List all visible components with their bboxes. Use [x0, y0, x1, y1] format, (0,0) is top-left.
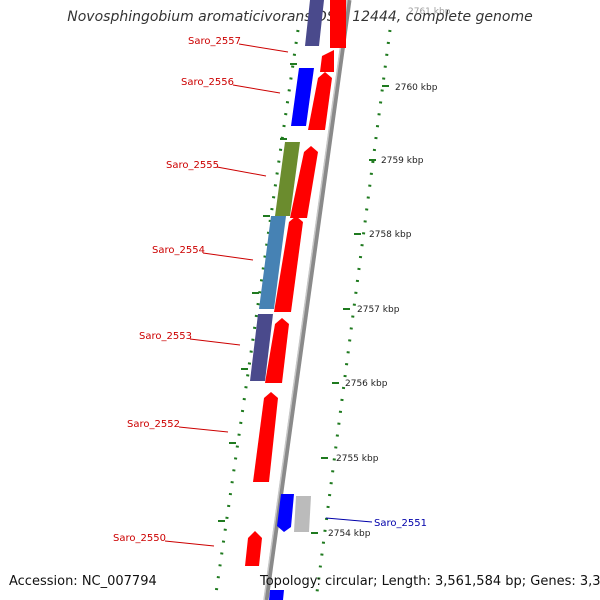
- inner-tick-rail: [213, 29, 300, 600]
- outer-major-ticks: [311, 85, 389, 534]
- tick-label-2755: 2755 kbp: [336, 454, 379, 464]
- gene-bottom-blue[interactable]: [269, 590, 284, 600]
- accession-text: Accession: NC_007794: [9, 574, 157, 589]
- gene-label-saro-2553[interactable]: Saro_2553: [139, 331, 192, 342]
- gene-saro-2553-left[interactable]: [250, 314, 273, 381]
- tick-label-2756: 2756 kbp: [345, 379, 388, 389]
- gene-saro-2554-right[interactable]: [274, 216, 303, 312]
- gene-label-saro-2554[interactable]: Saro_2554: [152, 245, 205, 256]
- label-leaders: [164, 43, 373, 547]
- gene-saro-2555-right[interactable]: [290, 146, 318, 218]
- gene-saro-2551-left[interactable]: [277, 494, 294, 532]
- gene-label-saro-2556[interactable]: Saro_2556: [181, 77, 234, 88]
- gene-saro-2557-right[interactable]: [330, 0, 346, 48]
- gene-saro-2556-left[interactable]: [291, 68, 314, 126]
- gene-saro-2550-right[interactable]: [245, 531, 262, 566]
- outer-tick-rail: [314, 29, 392, 600]
- gene-label-saro-2557[interactable]: Saro_2557: [188, 36, 241, 47]
- genome-backbone-highlight: [263, 0, 348, 600]
- gene-label-saro-2552[interactable]: Saro_2552: [127, 419, 180, 430]
- tick-label-2761: 2761 kbp: [408, 7, 451, 17]
- gene-saro-2557-left[interactable]: [305, 0, 324, 46]
- gene-saro-2556-right[interactable]: [308, 72, 332, 130]
- gene-saro-2551-right[interactable]: [294, 496, 311, 532]
- tick-label-2759: 2759 kbp: [381, 156, 424, 166]
- map-title: Novosphingobium aromaticivorans DSM 1244…: [67, 9, 533, 25]
- gene-label-saro-2551[interactable]: Saro_2551: [374, 518, 427, 529]
- topology-text: Topology: circular; Length: 3,561,584 bp…: [260, 574, 600, 589]
- tick-label-2754: 2754 kbp: [328, 529, 371, 539]
- inner-major-ticks: [218, 63, 297, 522]
- gene-saro-2552-right[interactable]: [253, 392, 278, 482]
- gene-saro-2557b-right[interactable]: [320, 50, 334, 72]
- gene-saro-2553-right[interactable]: [265, 318, 289, 383]
- genome-backbone: [263, 0, 352, 600]
- tick-label-2760: 2760 kbp: [395, 83, 438, 93]
- gene-saro-2555-left[interactable]: [275, 142, 300, 216]
- tick-label-2758: 2758 kbp: [369, 230, 412, 240]
- gene-label-saro-2555[interactable]: Saro_2555: [166, 160, 219, 171]
- gene-label-saro-2550[interactable]: Saro_2550: [113, 533, 166, 544]
- tick-label-2757: 2757 kbp: [357, 305, 400, 315]
- gene-saro-2554-left[interactable]: [259, 216, 286, 309]
